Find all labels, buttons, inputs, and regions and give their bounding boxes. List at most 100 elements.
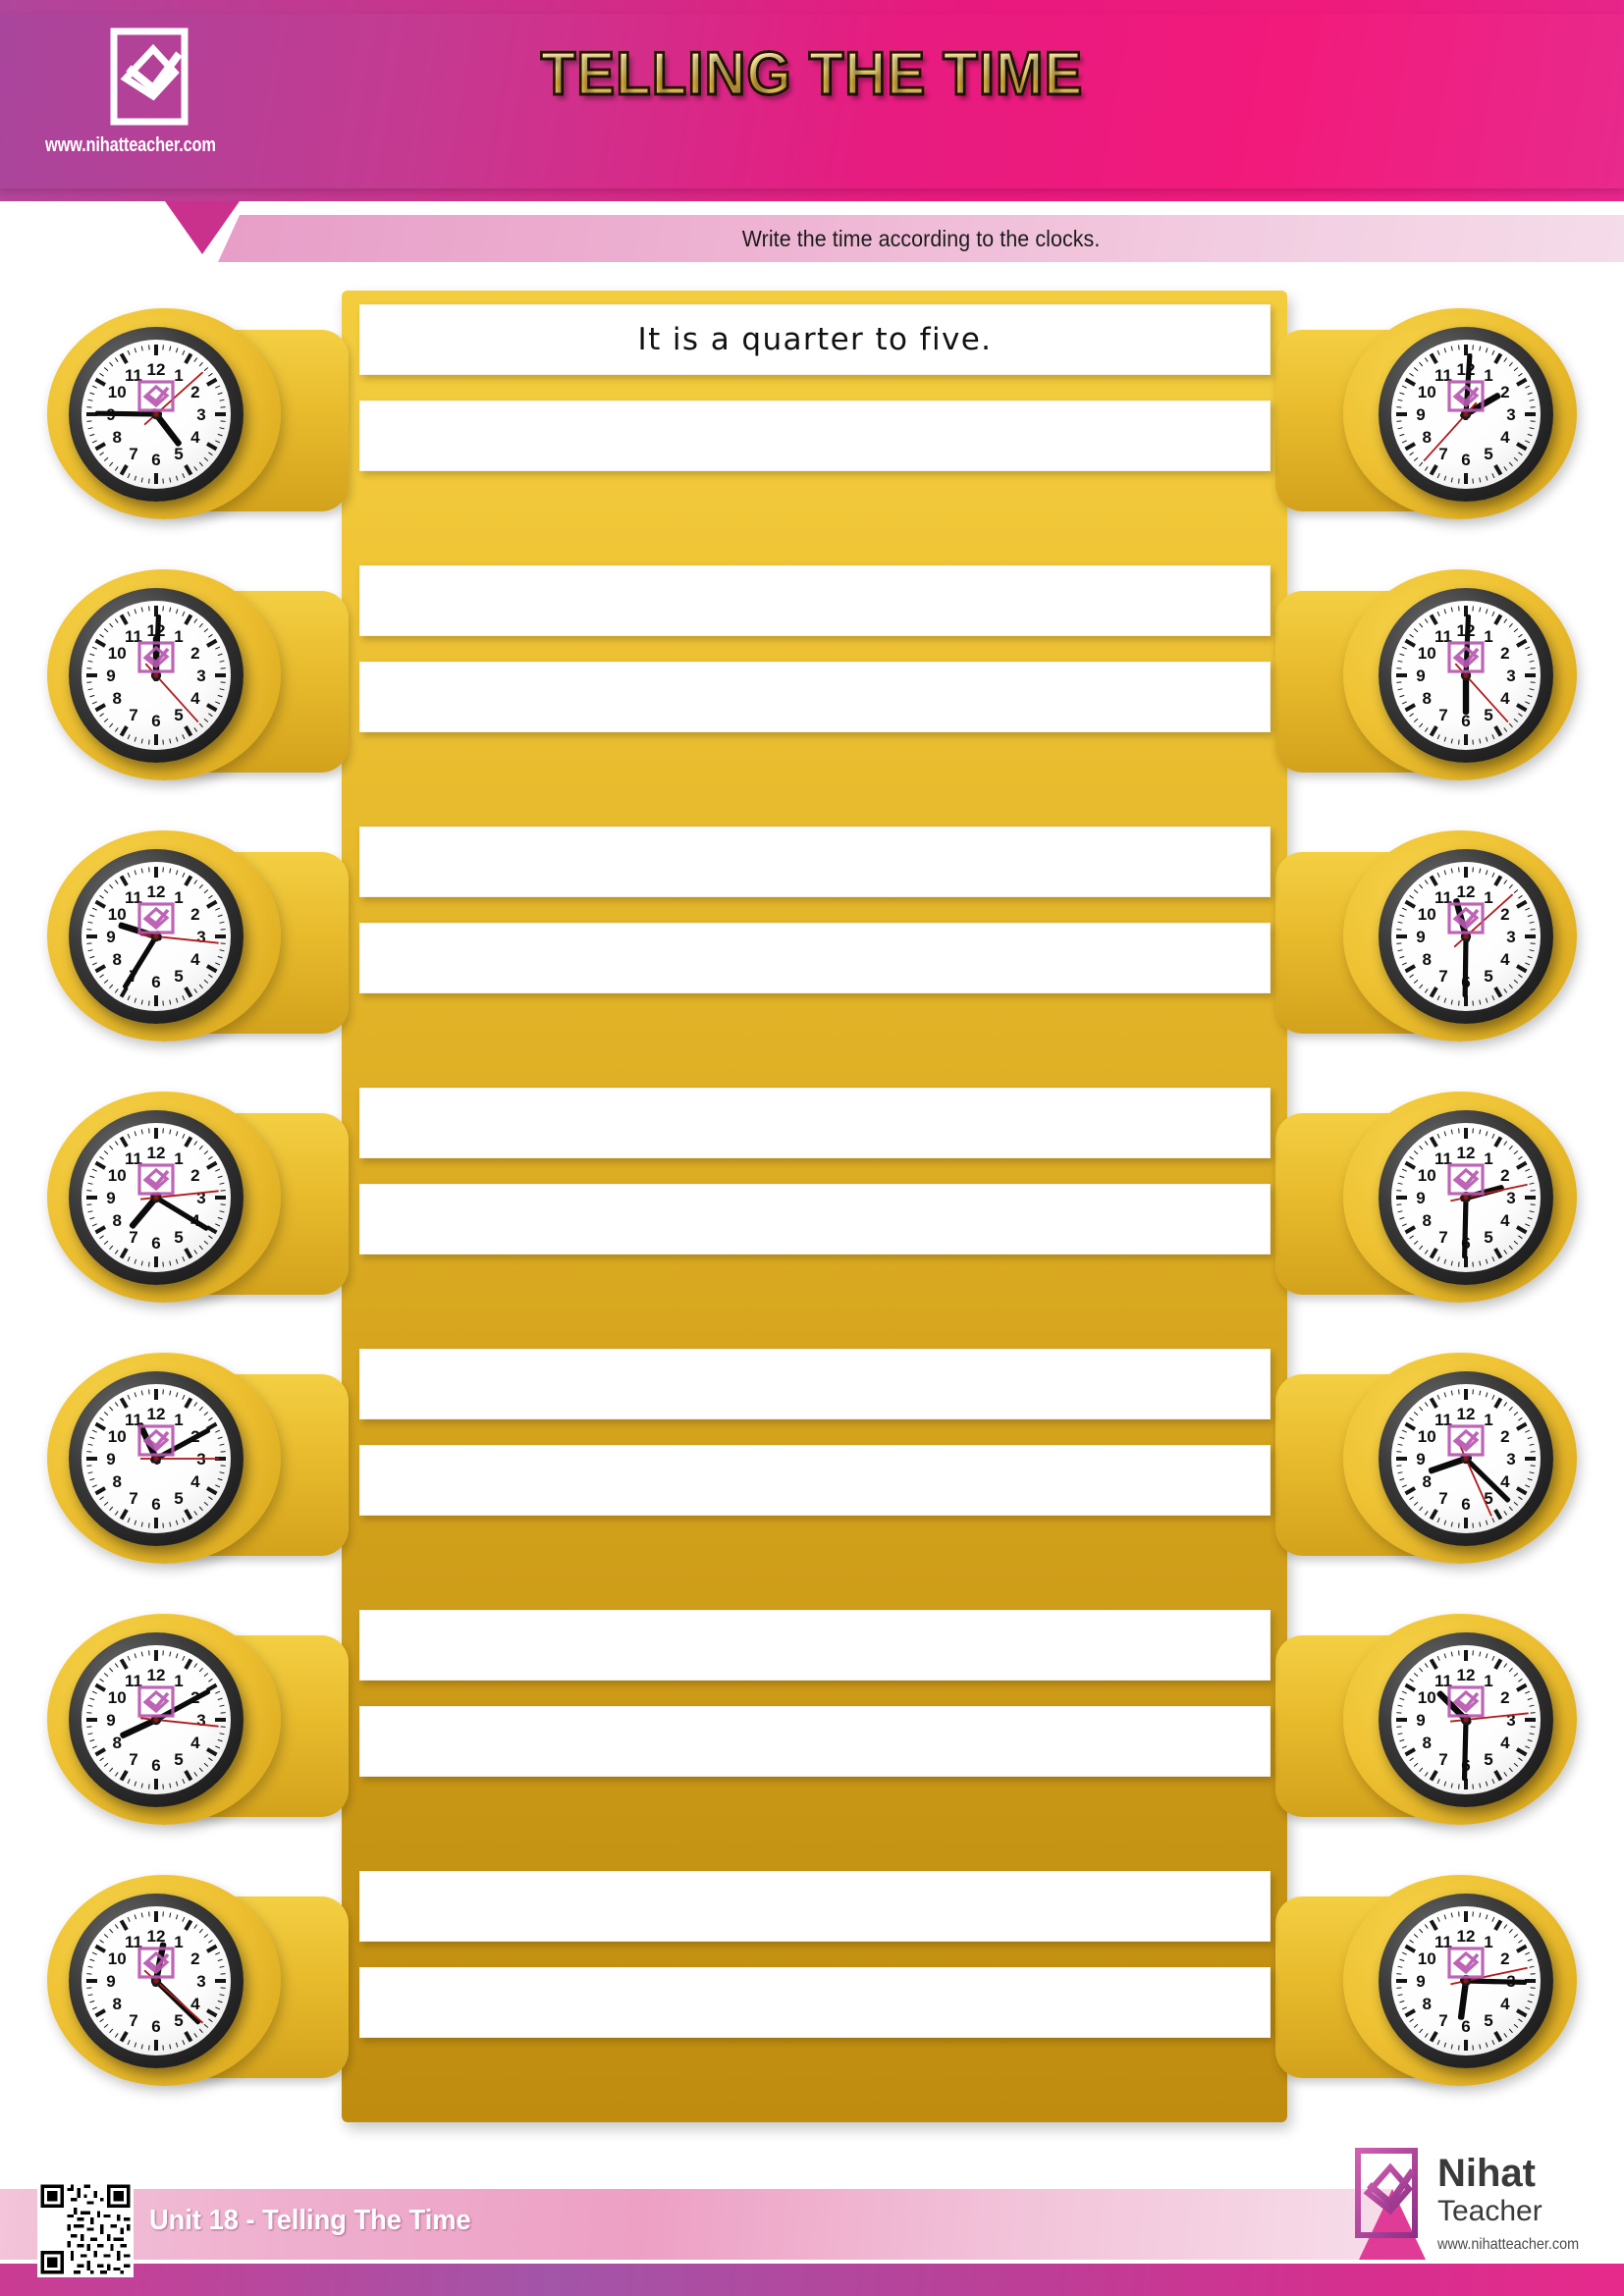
svg-text:10: 10 [1418,383,1436,401]
header-inner-band [0,14,1624,188]
svg-text:1: 1 [1484,1149,1492,1168]
svg-text:3: 3 [196,928,205,946]
svg-text:9: 9 [1416,1711,1425,1730]
svg-text:5: 5 [174,1489,183,1508]
svg-text:1: 1 [174,1672,183,1690]
answer-input-bottom[interactable] [359,1184,1271,1255]
svg-text:4: 4 [190,428,200,447]
svg-text:1: 1 [174,627,183,646]
instruction-banner: Write the time according to the clocks. [0,201,1624,262]
svg-text:10: 10 [1418,644,1436,663]
answer-input-top[interactable]: It is a quarter to five. [359,304,1271,375]
svg-text:6: 6 [1461,451,1470,469]
svg-text:4: 4 [1500,950,1510,969]
answer-input-bottom[interactable] [359,1967,1271,2038]
svg-text:9: 9 [106,1189,115,1207]
svg-text:4: 4 [1500,1734,1510,1752]
svg-text:1: 1 [174,1149,183,1168]
svg-text:8: 8 [1422,950,1431,969]
svg-text:1: 1 [1484,1411,1492,1429]
clock-brand-icon [1447,1163,1485,1196]
clock-brand-icon [1447,1424,1485,1457]
svg-text:6: 6 [151,1495,160,1514]
answer-input-bottom[interactable] [359,400,1271,471]
clock-10: 12 1 2 3 4 5 6 7 8 9 10 11 [1379,1371,1553,1546]
svg-text:3: 3 [196,1972,205,1991]
answer-input-top[interactable] [359,565,1271,636]
svg-text:3: 3 [196,1189,205,1207]
header-site-url: www.nihatteacher.com [45,134,216,156]
svg-text:4: 4 [190,950,200,969]
svg-text:4: 4 [1500,1211,1510,1230]
svg-text:7: 7 [1438,1489,1447,1508]
svg-text:10: 10 [108,1949,127,1968]
svg-text:5: 5 [1484,706,1492,724]
answer-input-top[interactable] [359,827,1271,897]
svg-text:7: 7 [129,706,137,724]
svg-text:1: 1 [174,366,183,385]
exercise-row: It is a quarter to five.121234567891011 … [0,291,1624,552]
svg-text:3: 3 [1506,928,1515,946]
svg-text:1: 1 [1484,1672,1492,1690]
svg-text:10: 10 [108,383,127,401]
footer-unit-title: Unit 18 - Telling The Time [149,2205,471,2236]
svg-text:10: 10 [108,1166,127,1185]
brand-url: www.nihatteacher.com [1437,2236,1580,2253]
answer-input-bottom[interactable] [359,1706,1271,1777]
instruction-text: Write the time according to the clocks. [741,225,1101,251]
clock-brand-icon [137,1947,175,1979]
svg-text:5: 5 [174,445,183,463]
svg-text:10: 10 [108,1688,127,1707]
svg-text:7: 7 [1438,1228,1447,1247]
svg-text:7: 7 [1438,1750,1447,1769]
svg-text:5: 5 [1484,445,1492,463]
clock-brand-icon [137,1424,175,1457]
answer-input-top[interactable] [359,1349,1271,1419]
svg-text:3: 3 [196,667,205,685]
answer-text: It is a quarter to five. [637,322,993,357]
svg-text:7: 7 [1438,445,1447,463]
svg-text:5: 5 [1484,1750,1492,1769]
svg-text:9: 9 [1416,667,1425,685]
svg-text:9: 9 [106,667,115,685]
svg-text:6: 6 [151,1756,160,1775]
answer-input-bottom[interactable] [359,1445,1271,1516]
clock-brand-icon [1447,1685,1485,1718]
svg-text:7: 7 [129,1750,137,1769]
answer-input-top[interactable] [359,1871,1271,1942]
svg-text:1: 1 [174,1933,183,1951]
svg-text:12: 12 [1457,882,1476,901]
svg-text:3: 3 [1506,405,1515,424]
svg-text:3: 3 [196,1711,205,1730]
answer-input-bottom[interactable] [359,662,1271,732]
svg-text:6: 6 [151,973,160,991]
answer-input-top[interactable] [359,1088,1271,1158]
svg-text:10: 10 [1418,1688,1436,1707]
svg-text:2: 2 [190,1166,199,1185]
svg-text:12: 12 [1457,1144,1476,1162]
svg-text:12: 12 [1457,1927,1476,1946]
svg-text:8: 8 [1422,689,1431,708]
svg-text:2: 2 [1500,905,1509,924]
answer-input-bottom[interactable] [359,923,1271,993]
svg-text:12: 12 [147,1405,166,1423]
svg-text:9: 9 [106,1711,115,1730]
svg-text:4: 4 [1500,428,1510,447]
answer-input-top[interactable] [359,1610,1271,1681]
svg-text:8: 8 [112,1734,121,1752]
svg-text:9: 9 [1416,928,1425,946]
